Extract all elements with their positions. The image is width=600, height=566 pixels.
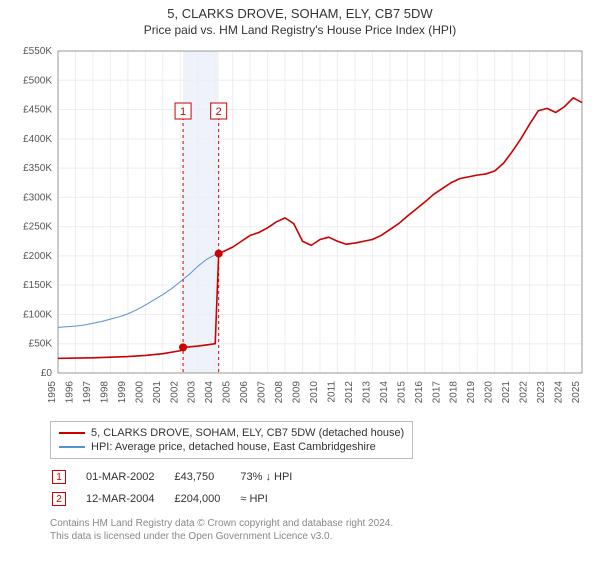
page-subtitle: Price paid vs. HM Land Registry's House … (0, 23, 600, 37)
page-title: 5, CLARKS DROVE, SOHAM, ELY, CB7 5DW (0, 6, 600, 21)
svg-text:£500K: £500K (23, 75, 52, 86)
svg-text:2010: 2010 (309, 381, 320, 404)
svg-text:£100K: £100K (23, 309, 52, 320)
transaction-date: 01-MAR-2002 (86, 467, 172, 487)
svg-text:2008: 2008 (274, 381, 285, 404)
legend: 5, CLARKS DROVE, SOHAM, ELY, CB7 5DW (de… (50, 421, 413, 459)
legend-swatch (59, 432, 85, 434)
svg-text:1999: 1999 (117, 381, 128, 404)
table-row: 1 01-MAR-2002£43,75073% ↓ HPI (52, 467, 310, 487)
transaction-delta: 73% ↓ HPI (240, 467, 310, 487)
svg-text:2020: 2020 (484, 381, 495, 404)
svg-text:2016: 2016 (414, 381, 425, 404)
svg-text:2009: 2009 (292, 381, 303, 404)
svg-text:£350K: £350K (23, 163, 52, 174)
svg-text:£150K: £150K (23, 280, 52, 291)
legend-swatch (59, 446, 85, 448)
legend-label: HPI: Average price, detached house, East… (91, 441, 376, 453)
svg-text:2012: 2012 (344, 381, 355, 404)
svg-text:2014: 2014 (379, 381, 390, 404)
svg-text:£250K: £250K (23, 222, 52, 233)
svg-text:£550K: £550K (23, 46, 52, 57)
svg-text:2: 2 (216, 106, 222, 118)
transaction-table: 1 01-MAR-2002£43,75073% ↓ HPI 2 12-MAR-2004… (50, 465, 312, 511)
svg-text:2025: 2025 (571, 381, 582, 404)
attribution: Contains HM Land Registry data © Crown c… (50, 517, 600, 543)
svg-text:2007: 2007 (257, 381, 268, 404)
transaction-delta: ≈ HPI (240, 489, 310, 509)
svg-text:1995: 1995 (47, 381, 58, 404)
svg-text:1998: 1998 (99, 381, 110, 404)
svg-text:£50K: £50K (29, 339, 53, 350)
svg-text:2005: 2005 (222, 381, 233, 404)
svg-text:2024: 2024 (554, 381, 565, 404)
svg-text:£0: £0 (41, 368, 53, 379)
svg-text:2000: 2000 (134, 381, 145, 404)
svg-text:£400K: £400K (23, 134, 52, 145)
attribution-line: This data is licensed under the Open Gov… (50, 530, 600, 543)
svg-text:2011: 2011 (326, 381, 337, 403)
svg-text:2002: 2002 (169, 381, 180, 404)
svg-text:2017: 2017 (431, 381, 442, 404)
attribution-line: Contains HM Land Registry data © Crown c… (50, 517, 600, 530)
svg-text:2001: 2001 (152, 381, 163, 404)
transaction-date: 12-MAR-2004 (86, 489, 172, 509)
svg-text:2006: 2006 (239, 381, 250, 404)
transaction-price: £43,750 (174, 467, 238, 487)
svg-text:1: 1 (180, 106, 186, 118)
svg-text:£450K: £450K (23, 105, 52, 116)
table-row: 2 12-MAR-2004£204,000≈ HPI (52, 489, 310, 509)
svg-text:2023: 2023 (536, 381, 547, 404)
svg-text:1997: 1997 (82, 381, 93, 404)
svg-text:2022: 2022 (519, 381, 530, 404)
svg-text:2013: 2013 (361, 381, 372, 404)
svg-text:2003: 2003 (187, 381, 198, 404)
transaction-price: £204,000 (174, 489, 238, 509)
transaction-marker: 1 (52, 470, 66, 484)
svg-text:1996: 1996 (64, 381, 75, 404)
transaction-marker: 2 (52, 492, 66, 506)
svg-text:£200K: £200K (23, 251, 52, 262)
svg-text:2004: 2004 (204, 381, 215, 404)
svg-text:£300K: £300K (23, 192, 52, 203)
price-chart: £0 £50K £100K £150K £200K £250K £300K £350K £400… (10, 43, 590, 413)
svg-text:2019: 2019 (466, 381, 477, 404)
svg-text:2015: 2015 (396, 381, 407, 404)
legend-item: 5, CLARKS DROVE, SOHAM, ELY, CB7 5DW (de… (59, 426, 404, 440)
legend-label: 5, CLARKS DROVE, SOHAM, ELY, CB7 5DW (de… (91, 427, 404, 439)
svg-text:2021: 2021 (501, 381, 512, 404)
legend-item: HPI: Average price, detached house, East… (59, 440, 404, 454)
svg-text:2018: 2018 (449, 381, 460, 404)
